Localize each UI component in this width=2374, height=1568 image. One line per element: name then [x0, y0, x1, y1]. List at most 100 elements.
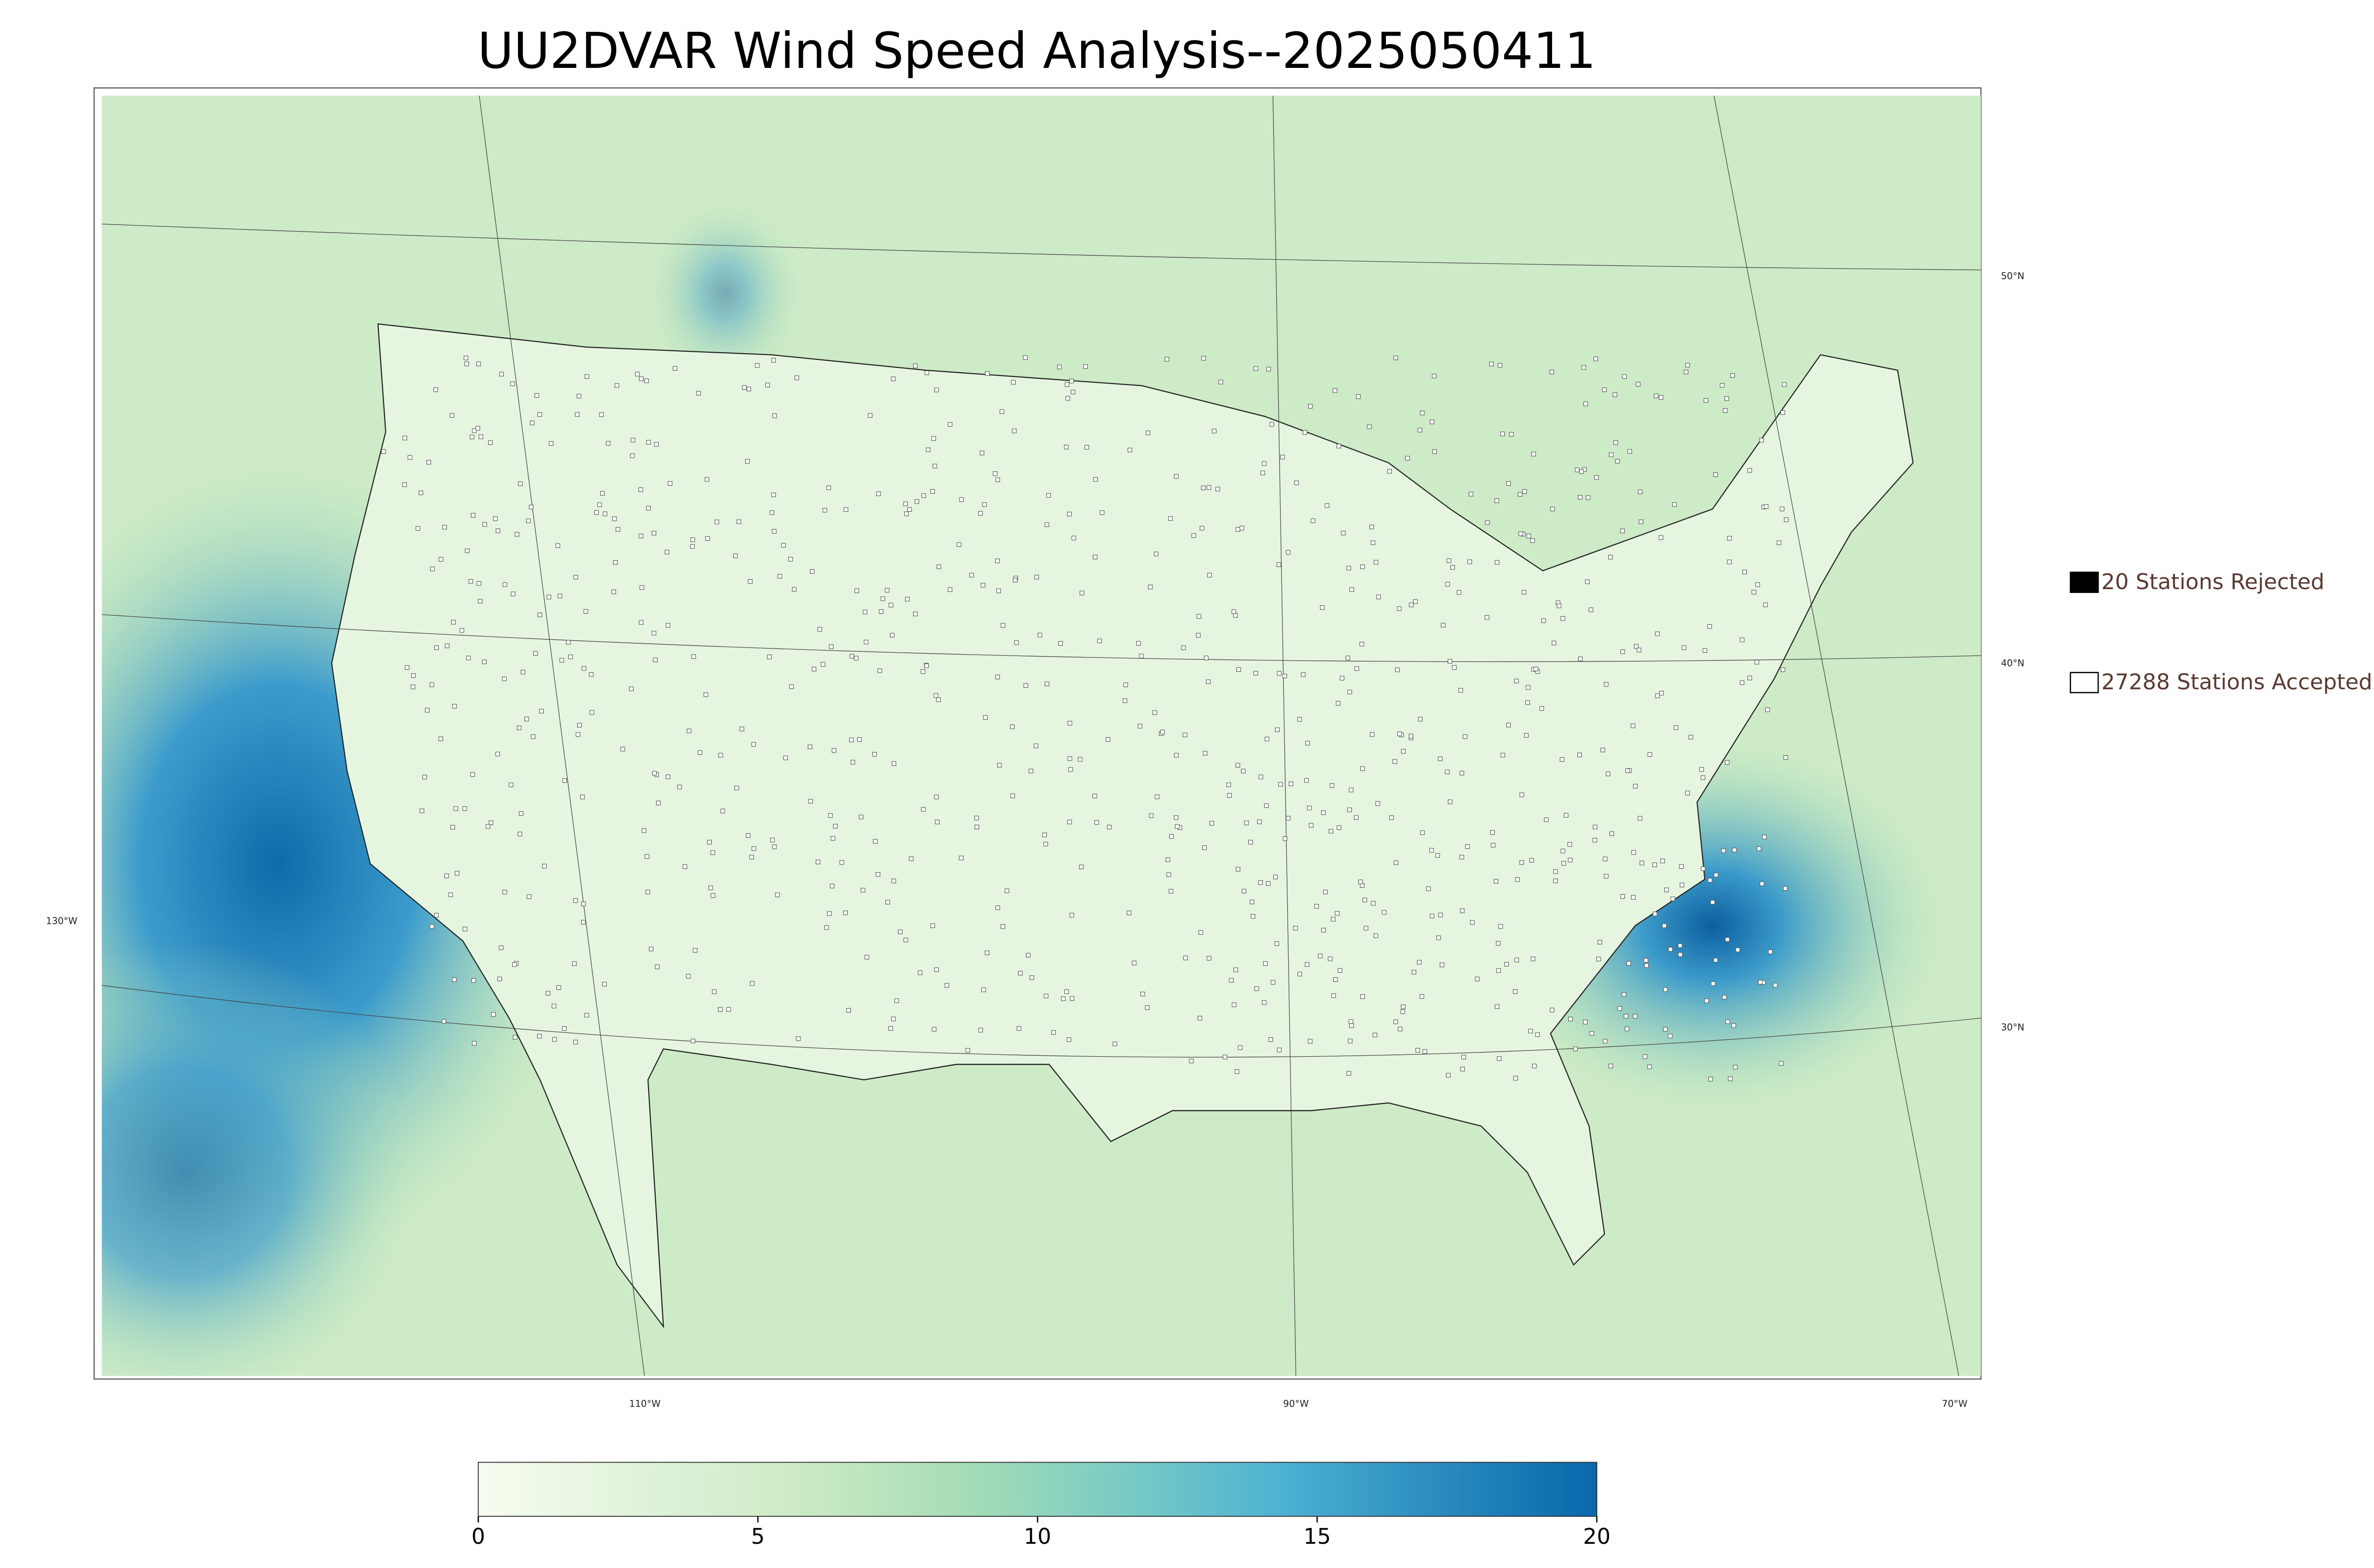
station-marker [572, 961, 577, 966]
station-marker [1354, 815, 1359, 820]
station-marker [831, 748, 837, 753]
station-marker [1010, 724, 1015, 729]
station-marker [1643, 958, 1649, 963]
station-marker [1518, 531, 1523, 536]
station-marker [1263, 961, 1268, 966]
station-marker [1394, 860, 1398, 865]
station-marker [1631, 895, 1636, 900]
station-marker [1409, 602, 1414, 607]
station-marker [1367, 424, 1372, 429]
station-marker [1704, 398, 1708, 403]
station-marker [1412, 970, 1416, 975]
station-marker [488, 440, 493, 445]
station-marker [691, 654, 696, 659]
station-marker [1207, 573, 1212, 578]
station-marker [783, 755, 788, 761]
station-marker [1371, 901, 1376, 906]
graticule-line [102, 614, 1981, 662]
station-marker [442, 1019, 446, 1024]
station-marker [1663, 987, 1668, 992]
station-marker [1724, 760, 1730, 765]
station-marker [810, 569, 815, 574]
station-marker [1374, 560, 1378, 565]
station-marker [1735, 948, 1740, 952]
station-marker [1763, 504, 1769, 509]
station-marker [1337, 825, 1341, 830]
station-marker [527, 894, 532, 899]
station-marker [1430, 419, 1434, 424]
station-marker [839, 860, 844, 865]
station-marker [1663, 1027, 1668, 1032]
station-marker [537, 412, 542, 417]
station-marker [1026, 953, 1031, 958]
station-marker [755, 363, 760, 368]
station-marker [830, 836, 836, 841]
map: 50°N 40°N 30°N 130°W 110°W 90°W 70°W [46, 87, 2025, 1409]
station-marker [1419, 994, 1424, 999]
station-marker [1541, 618, 1546, 623]
station-marker [1639, 861, 1644, 865]
station-marker [1636, 382, 1640, 387]
station-marker [1333, 977, 1338, 982]
station-marker [1308, 1039, 1313, 1044]
station-marker [892, 761, 896, 766]
station-marker [1517, 492, 1523, 497]
station-marker [1398, 1026, 1403, 1032]
station-marker [1513, 1076, 1518, 1081]
station-marker [720, 808, 725, 814]
station-marker [921, 493, 926, 498]
station-marker [1235, 763, 1240, 768]
station-marker [827, 911, 832, 916]
station-marker [843, 507, 848, 512]
station-marker [1577, 752, 1582, 758]
station-marker [580, 795, 585, 799]
station-marker [1140, 992, 1145, 996]
station-marker [1199, 526, 1205, 531]
station-marker [1201, 485, 1206, 490]
station-marker [1606, 771, 1611, 777]
station-marker [611, 589, 616, 594]
station-marker [944, 983, 949, 988]
station-marker [1448, 659, 1452, 664]
station-marker [1713, 472, 1718, 477]
station-marker [496, 528, 500, 533]
station-marker [1727, 559, 1732, 564]
station-marker [1553, 878, 1558, 883]
station-marker [1707, 878, 1713, 883]
station-marker [1633, 784, 1638, 789]
station-marker [568, 654, 573, 659]
station-marker [1146, 431, 1150, 435]
station-marker [1084, 445, 1089, 450]
station-marker [772, 529, 777, 534]
station-marker [1742, 570, 1747, 574]
station-marker [1251, 914, 1255, 919]
station-marker [686, 974, 691, 979]
station-marker [1280, 454, 1285, 460]
station-marker [546, 594, 551, 600]
station-marker [537, 612, 542, 617]
station-marker [1655, 693, 1660, 698]
station-marker [1093, 477, 1098, 482]
station-marker [1297, 972, 1302, 976]
station-marker [739, 726, 744, 732]
station-marker [1042, 832, 1047, 837]
station-marker [936, 564, 942, 569]
station-marker [454, 871, 460, 876]
station-marker [1189, 1059, 1194, 1063]
station-marker [1634, 644, 1639, 649]
station-marker [1069, 913, 1074, 918]
station-marker [978, 511, 983, 516]
station-marker [448, 892, 453, 897]
station-marker [854, 656, 859, 661]
station-marker [478, 599, 483, 604]
station-marker [1370, 732, 1375, 737]
lon-label: 90°W [1283, 1398, 1309, 1409]
station-marker [1218, 379, 1223, 385]
station-marker [746, 386, 751, 392]
colorbar: 0 5 10 15 20 [471, 1462, 1611, 1549]
station-marker [1138, 723, 1142, 729]
station-marker [1579, 469, 1584, 474]
station-marker [1079, 864, 1084, 870]
station-marker [1304, 778, 1309, 783]
station-marker [1780, 507, 1785, 511]
